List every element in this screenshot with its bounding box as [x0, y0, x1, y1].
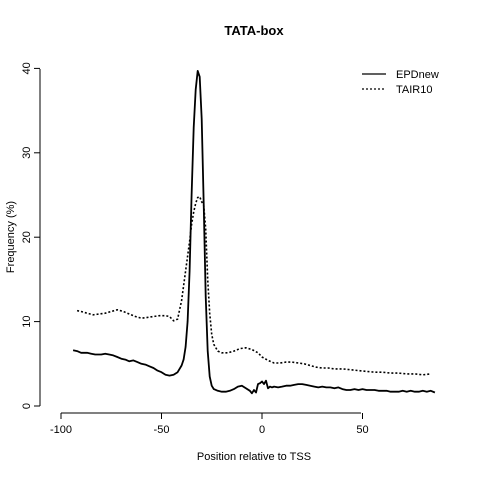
x-axis-label: Position relative to TSS: [197, 451, 311, 463]
legend-label-epdnew: EPDnew: [396, 69, 439, 81]
plot-area: -100 -50 0 50 0 10 20 30 40: [21, 62, 436, 436]
y-tick-label: 40: [21, 62, 33, 74]
x-tick-label: -100: [50, 424, 72, 436]
x-tick-label: 50: [356, 424, 368, 436]
series-lines: [72, 70, 436, 395]
x-tick-label: -50: [154, 424, 170, 436]
y-tick-label: 10: [21, 315, 33, 327]
y-tick-label: 20: [21, 231, 33, 243]
legend-label-tair10: TAIR10: [396, 84, 432, 96]
legend: EPDnew TAIR10: [362, 69, 439, 96]
y-ticks: 0 10 20 30 40: [21, 62, 40, 409]
series-line-tair10: [76, 195, 431, 376]
y-tick-label: 30: [21, 147, 33, 159]
y-tick-label: 0: [21, 403, 33, 409]
x-tick-label: 0: [259, 424, 265, 436]
x-ticks: -100 -50 0 50: [50, 413, 369, 436]
series-line-epdnew: [72, 70, 436, 395]
chart-title: TATA-box: [224, 23, 284, 38]
y-axis-label: Frequency (%): [5, 201, 17, 273]
